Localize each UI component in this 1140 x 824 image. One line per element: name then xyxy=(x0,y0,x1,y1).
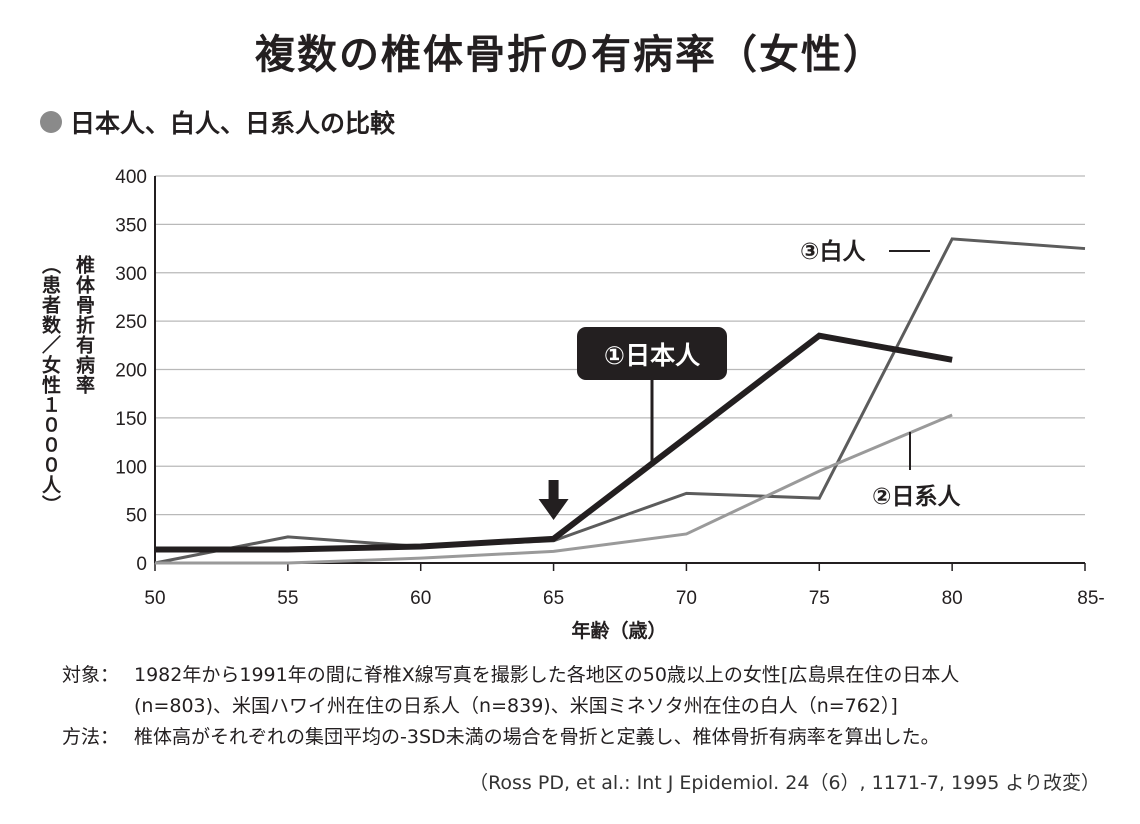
x-axis-label: 年齢（歳） xyxy=(571,619,666,642)
series-lines xyxy=(154,237,1086,565)
series-line-3 xyxy=(154,237,1086,565)
chart-subtitle: 日本人、白人、日系人の比較 xyxy=(40,104,395,140)
tick-labels: 0 50 100 150 200 250 300 350 400 50 55 60 65 70 75 80 85… xyxy=(115,167,1104,609)
subtitle-text: 日本人、白人、日系人の比較 xyxy=(70,109,396,138)
y-tick-label: 300 xyxy=(115,264,147,285)
notes: 対象： 1982年から1991年の間に脊椎X線写真を撮影した各地区の50歳以上の… xyxy=(62,660,959,753)
note-text: 1982年から1991年の間に脊椎X線写真を撮影した各地区の50歳以上の女性[広… xyxy=(134,664,960,686)
series-label-2: ②日系人 xyxy=(872,484,961,510)
series-line-2 xyxy=(155,413,953,565)
x-tick-label: 65 xyxy=(543,588,564,609)
series-label-1: ①日本人 xyxy=(604,341,700,370)
bullet-dot-icon xyxy=(40,111,62,133)
note-row-target: 対象： 1982年から1991年の間に脊椎X線写真を撮影した各地区の50歳以上の… xyxy=(62,660,959,691)
y-tick-label: 50 xyxy=(126,506,147,527)
x-tick-label: 85- xyxy=(1077,588,1104,609)
arrow-down-icon xyxy=(538,499,569,520)
y-tick-label: 200 xyxy=(115,361,147,382)
note-label: 対象： xyxy=(62,664,120,686)
y-axis-label: 椎体骨折有病率 xyxy=(73,255,95,395)
grid-lines xyxy=(155,175,1085,516)
note-text: (n=803)、米国ハワイ州在住の日系人（n=839)、米国ミネソタ州在住の白人… xyxy=(134,695,898,717)
note-label: 方法： xyxy=(62,726,120,748)
y-tick-label: 150 xyxy=(115,409,147,430)
note-row-method: 方法： 椎体高がそれぞれの集団平均の-3SD未満の場合を骨折と定義し、椎体骨折有… xyxy=(62,722,959,753)
x-tick-label: 55 xyxy=(277,588,298,609)
arrow-down-icon-shaft xyxy=(548,480,559,500)
series-label-box xyxy=(577,327,727,380)
y-axis-unit-label: （患者数／女性１０００人） xyxy=(39,255,61,515)
series-label-3: ③白人 xyxy=(800,238,866,265)
series-line-1 xyxy=(155,332,953,553)
y-tick-label: 350 xyxy=(115,215,147,236)
x-tick-label: 50 xyxy=(144,588,165,609)
x-tick-label: 70 xyxy=(676,588,697,609)
y-tick-label: 100 xyxy=(115,457,147,478)
x-tick-label: 75 xyxy=(809,588,830,609)
source-citation: （Ross PD, et al.: Int J Epidemiol. 24（6）… xyxy=(469,772,1100,794)
y-tick-label: 400 xyxy=(115,167,147,188)
y-tick-label: 0 xyxy=(136,554,147,575)
y-tick-label: 250 xyxy=(115,312,147,333)
series-labels: ①日本人 ②日系人 ③白人 xyxy=(538,238,961,520)
x-tick-label: 80 xyxy=(942,588,963,609)
x-tick-label: 60 xyxy=(410,588,431,609)
chart-title: 複数の椎体骨折の有病率（女性） xyxy=(255,32,885,78)
note-row-target-cont: (n=803)、米国ハワイ州在住の日系人（n=839)、米国ミネソタ州在住の白人… xyxy=(62,691,959,722)
note-text: 椎体高がそれぞれの集団平均の-3SD未満の場合を骨折と定義し、椎体骨折有病率を算… xyxy=(134,726,940,748)
